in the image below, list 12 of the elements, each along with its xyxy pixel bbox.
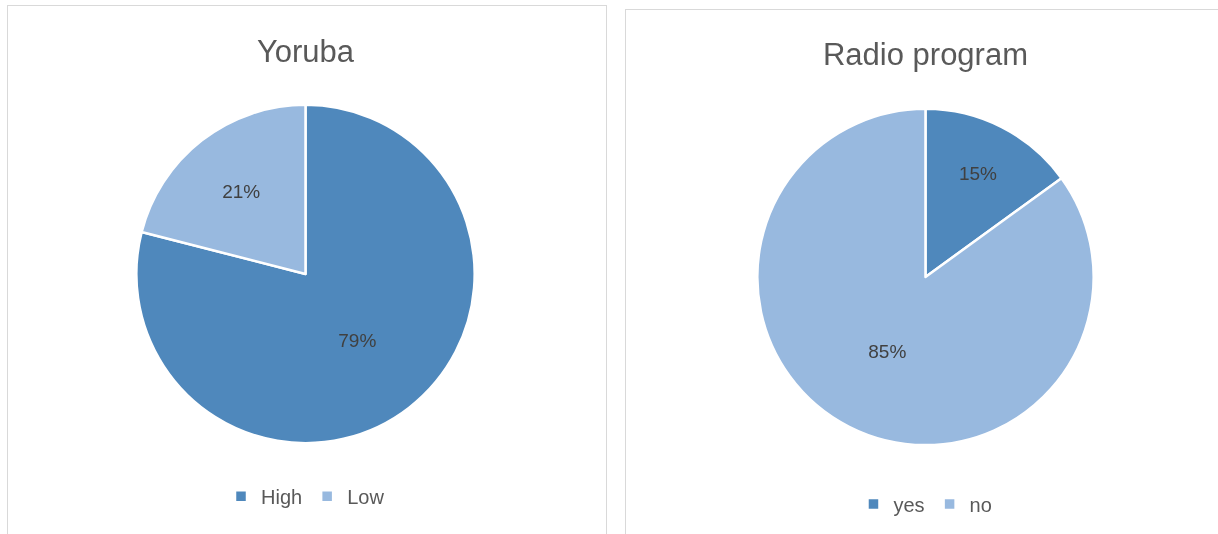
data-label: 21% xyxy=(222,180,261,202)
data-label: 15% xyxy=(958,163,998,185)
data-label: 85% xyxy=(868,341,907,363)
legend-label: yes xyxy=(893,493,925,516)
legend-label: Low xyxy=(347,485,385,508)
chart-title: Yoruba xyxy=(256,33,355,69)
legend-label: no xyxy=(969,493,992,516)
legend-label: High xyxy=(261,485,303,508)
pie-slice xyxy=(135,103,476,445)
chart-title: Radio program xyxy=(822,36,1028,72)
data-label: 79% xyxy=(338,330,377,352)
pie-slice xyxy=(756,107,1095,447)
